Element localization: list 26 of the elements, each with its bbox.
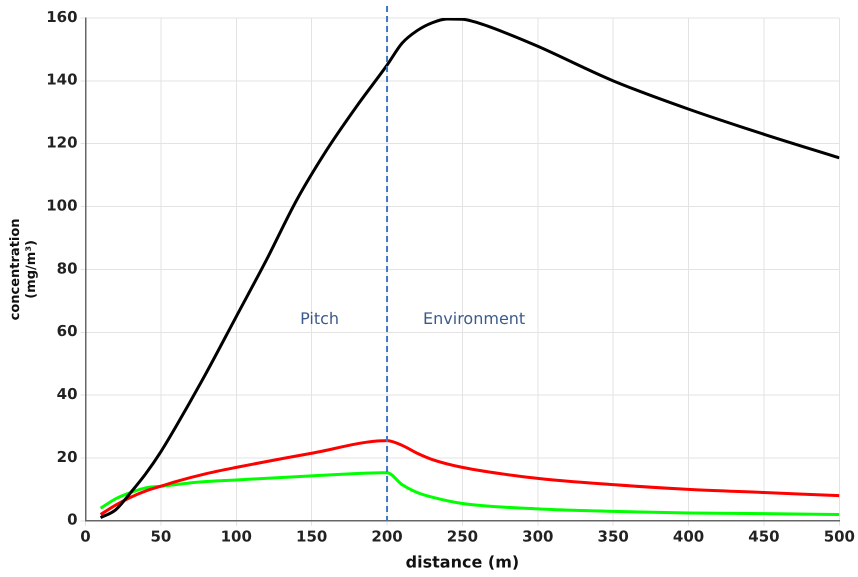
x-tick-label: 0	[80, 528, 91, 546]
line-series	[99, 439, 840, 516]
x-tick-label: 150	[296, 528, 328, 546]
y-tick-label: 120	[46, 134, 78, 152]
x-tick-label: 300	[522, 528, 554, 546]
y-tick-label: 40	[56, 384, 78, 403]
x-tick-label: 50	[150, 528, 172, 546]
y-tick-label: 100	[46, 196, 78, 214]
y-tick-label: 160	[46, 8, 78, 26]
y-axis-title: concentration (mg/m³)	[8, 218, 39, 320]
y-tick-label: 80	[56, 259, 78, 278]
line-series	[99, 471, 840, 516]
y-tick-label: 60	[56, 322, 78, 340]
x-tick-label: 100	[220, 528, 252, 546]
x-tick-label: 400	[672, 528, 704, 546]
x-tick-label: 450	[748, 528, 780, 546]
y-tick-label: 20	[56, 448, 78, 466]
annotation: Pitch	[300, 308, 340, 328]
x-axis-title: distance (m)	[406, 552, 520, 572]
x-tick-label: 350	[598, 528, 629, 546]
y-tick-label: 140	[46, 70, 78, 89]
x-tick-label: 250	[446, 528, 478, 546]
y-tick-label: 0	[67, 510, 78, 529]
annotation: Environment	[423, 308, 526, 328]
x-tick-label: 200	[371, 528, 403, 546]
x-tick-label: 500	[824, 528, 855, 546]
